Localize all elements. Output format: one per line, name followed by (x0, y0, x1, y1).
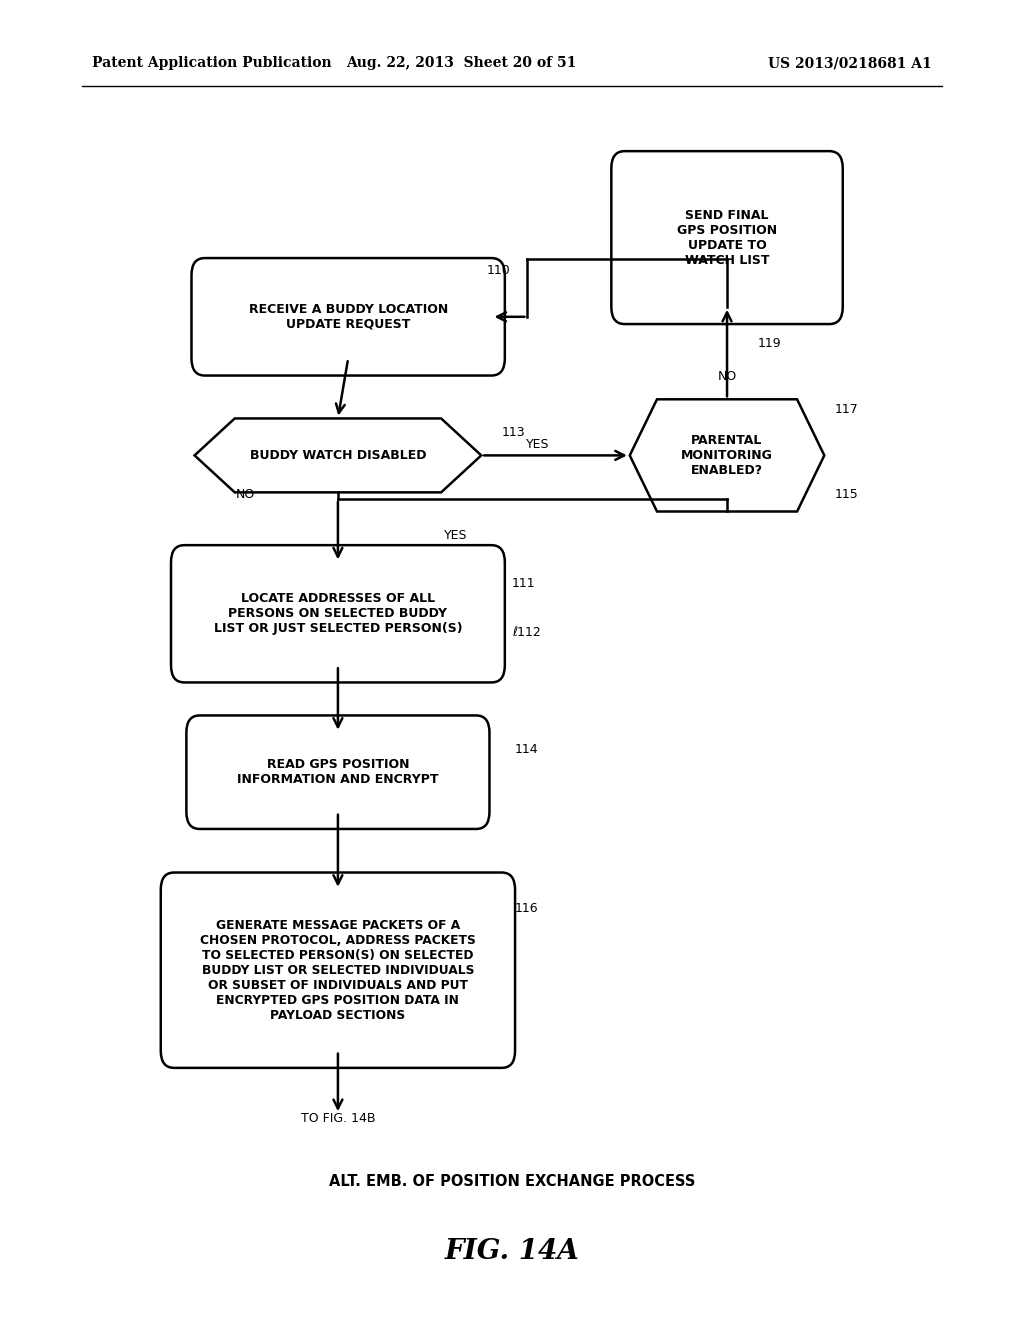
Text: READ GPS POSITION
INFORMATION AND ENCRYPT: READ GPS POSITION INFORMATION AND ENCRYP… (238, 758, 438, 787)
Text: 113: 113 (502, 426, 525, 440)
Text: SEND FINAL
GPS POSITION
UPDATE TO
WATCH LIST: SEND FINAL GPS POSITION UPDATE TO WATCH … (677, 209, 777, 267)
Text: ALT. EMB. OF POSITION EXCHANGE PROCESS: ALT. EMB. OF POSITION EXCHANGE PROCESS (329, 1173, 695, 1189)
Text: 111: 111 (512, 577, 536, 590)
Text: RECEIVE A BUDDY LOCATION
UPDATE REQUEST: RECEIVE A BUDDY LOCATION UPDATE REQUEST (249, 302, 447, 331)
Text: ℓ112: ℓ112 (512, 626, 541, 639)
Text: BUDDY WATCH DISABLED: BUDDY WATCH DISABLED (250, 449, 426, 462)
Polygon shape (195, 418, 481, 492)
FancyBboxPatch shape (171, 545, 505, 682)
Text: PARENTAL
MONITORING
ENABLED?: PARENTAL MONITORING ENABLED? (681, 434, 773, 477)
Text: Patent Application Publication: Patent Application Publication (92, 57, 332, 70)
Text: Aug. 22, 2013  Sheet 20 of 51: Aug. 22, 2013 Sheet 20 of 51 (346, 57, 575, 70)
Text: 119: 119 (758, 337, 781, 350)
Text: YES: YES (526, 438, 549, 451)
Text: GENERATE MESSAGE PACKETS OF A
CHOSEN PROTOCOL, ADDRESS PACKETS
TO SELECTED PERSO: GENERATE MESSAGE PACKETS OF A CHOSEN PRO… (200, 919, 476, 1022)
Text: 116: 116 (515, 902, 539, 915)
Text: US 2013/0218681 A1: US 2013/0218681 A1 (768, 57, 932, 70)
Text: 114: 114 (515, 743, 539, 756)
FancyBboxPatch shape (186, 715, 489, 829)
FancyBboxPatch shape (161, 873, 515, 1068)
Text: LOCATE ADDRESSES OF ALL
PERSONS ON SELECTED BUDDY
LIST OR JUST SELECTED PERSON(S: LOCATE ADDRESSES OF ALL PERSONS ON SELEC… (214, 593, 462, 635)
Text: NO: NO (237, 488, 255, 502)
Text: 110: 110 (486, 264, 510, 277)
Text: NO: NO (718, 370, 736, 383)
Polygon shape (630, 399, 824, 511)
FancyBboxPatch shape (191, 259, 505, 375)
Text: 115: 115 (835, 488, 858, 502)
Text: TO FIG. 14B: TO FIG. 14B (301, 1111, 375, 1125)
FancyBboxPatch shape (611, 152, 843, 325)
Text: FIG. 14A: FIG. 14A (444, 1238, 580, 1265)
Text: 117: 117 (835, 403, 858, 416)
Text: YES: YES (444, 529, 467, 543)
